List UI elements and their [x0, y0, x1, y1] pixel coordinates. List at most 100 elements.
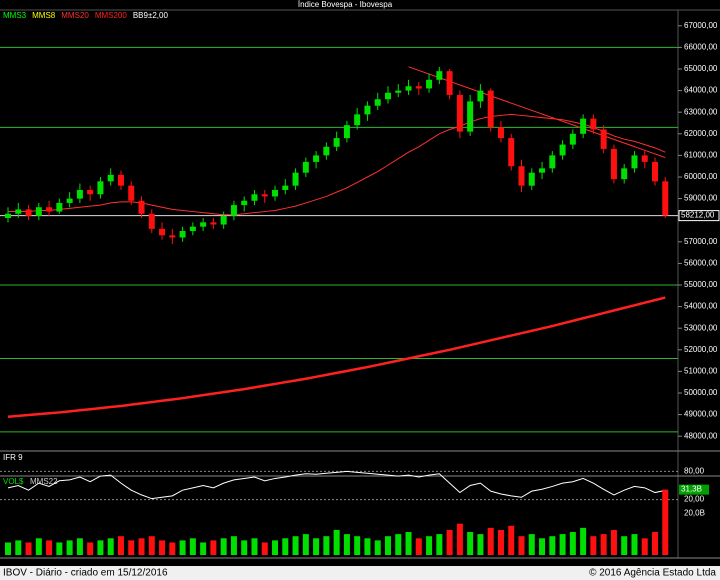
candle-body — [128, 185, 135, 201]
volume-bar — [415, 538, 422, 555]
candle-body — [189, 226, 196, 231]
candle-body — [426, 79, 433, 89]
panel-title: VOL$ — [3, 477, 24, 486]
volume-bar — [5, 542, 11, 555]
y-tick-label: 49000,00 — [684, 410, 718, 419]
y-tick-label: 50000,00 — [684, 388, 718, 397]
y-tick-label: 57000,00 — [684, 237, 718, 246]
candle-body — [302, 161, 309, 173]
volume-bar — [497, 529, 504, 555]
volume-bar — [87, 542, 94, 555]
candle-body — [179, 231, 186, 238]
volume-bar — [261, 542, 268, 555]
last-price-box — [678, 210, 720, 222]
volume-bar — [518, 536, 525, 555]
candle-body — [518, 166, 525, 186]
candle-body — [621, 168, 628, 180]
volume-bar — [569, 532, 576, 555]
volume-bar — [467, 532, 474, 555]
candle-body — [251, 194, 258, 201]
volume-bar — [384, 536, 391, 555]
volume-bar — [343, 534, 350, 555]
volume-bar — [25, 542, 32, 555]
volume-bar — [46, 540, 53, 555]
volume-bar — [148, 536, 155, 555]
y-tick-label: 64000,00 — [684, 86, 718, 95]
candle-body — [343, 125, 350, 139]
volume-bar — [128, 540, 135, 555]
legend-entry: MMS20 — [61, 11, 89, 20]
volume-bar — [230, 536, 237, 555]
y-tick-label: 59000,00 — [684, 194, 718, 203]
volume-bar — [456, 523, 463, 555]
volume-bar — [159, 540, 166, 555]
candle-body — [220, 215, 227, 225]
candle-body — [5, 213, 11, 219]
y-tick-label: 80,00 — [684, 467, 705, 476]
y-tick-label: 54000,00 — [684, 302, 718, 311]
volume-bar — [292, 536, 299, 555]
volume-bar — [323, 536, 330, 555]
volume-bar — [76, 538, 83, 555]
volume-bar — [107, 538, 114, 555]
volume-bar — [333, 529, 340, 555]
candle-body — [436, 71, 443, 80]
volume-bar — [313, 538, 320, 555]
volume-bar — [282, 538, 289, 555]
volume-bar — [66, 540, 73, 555]
candle-body — [138, 200, 145, 214]
volume-bar — [436, 534, 443, 555]
y-tick-label: 52000,00 — [684, 345, 718, 354]
legend-entry: MMS3 — [3, 11, 27, 20]
volume-bar — [35, 538, 42, 555]
candle-body — [66, 198, 73, 203]
candle-body — [117, 174, 124, 186]
volume-bar — [621, 536, 628, 555]
candle-body — [497, 127, 504, 139]
candle-body — [549, 155, 556, 169]
candle-body — [528, 172, 535, 186]
volume-bar — [549, 536, 556, 555]
last-price-label: 58212,00 — [681, 211, 715, 220]
candle-body — [87, 189, 94, 195]
volume-bar — [374, 540, 381, 555]
candle-body — [559, 144, 566, 156]
candle-body — [652, 161, 659, 182]
candle-body — [46, 207, 53, 212]
y-tick-label: 56000,00 — [684, 259, 718, 268]
volume-bar — [528, 534, 535, 555]
volume-bar — [251, 538, 258, 555]
candle-body — [76, 189, 83, 199]
volume-bar — [405, 532, 412, 555]
volume-bar — [477, 534, 484, 555]
y-tick-label: 53000,00 — [684, 323, 718, 332]
candle-body — [210, 222, 217, 225]
rsi-line — [7, 470, 666, 500]
volume-bar — [138, 538, 145, 555]
candle-body — [405, 86, 412, 91]
volume-bar — [652, 532, 659, 555]
volume-bar — [56, 542, 63, 555]
y-tick-label: 60000,00 — [684, 172, 718, 181]
candle-body — [15, 209, 22, 214]
volume-bar — [446, 529, 453, 555]
candle-body — [272, 189, 279, 197]
legend-entry: BB9±2,00 — [133, 11, 169, 20]
volume-bar — [559, 534, 566, 555]
candle-body — [569, 133, 576, 145]
candle-body — [200, 222, 207, 227]
candle-body — [241, 200, 248, 206]
y-tick-label: 20,0B — [684, 508, 705, 517]
chart-title: Índice Bovespa - Ibovespa — [298, 0, 393, 9]
candle-body — [364, 105, 371, 115]
candle-body — [333, 138, 340, 147]
y-tick-label: 62000,00 — [684, 129, 718, 138]
candle-body — [35, 207, 42, 216]
candle-body — [662, 181, 669, 216]
candle-body — [56, 202, 63, 212]
footer-right: © 2016 Agência Estado Ltda — [589, 568, 716, 579]
candle-body — [169, 235, 176, 238]
